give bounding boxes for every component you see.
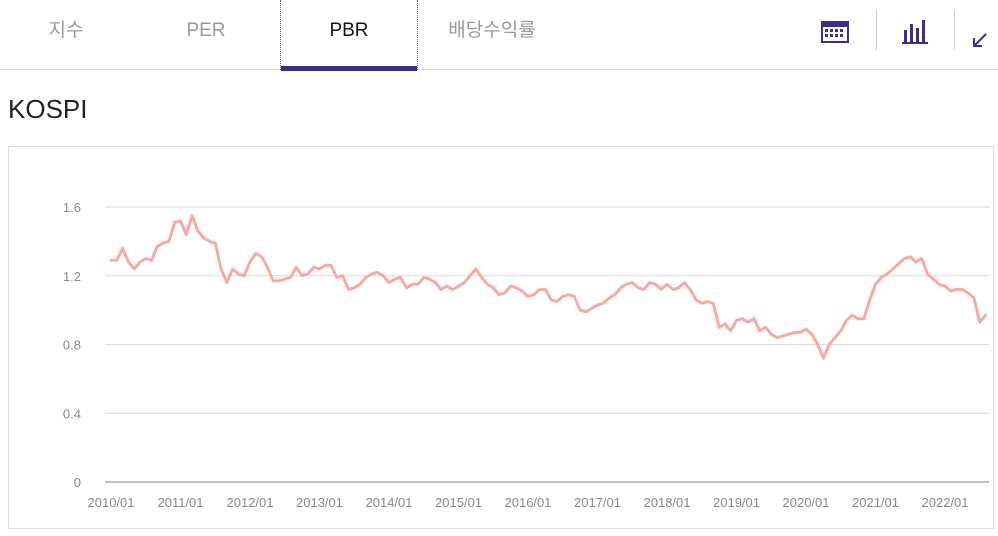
expand-arrow-icon[interactable] <box>966 14 998 50</box>
x-tick-label: 2018/01 <box>644 495 691 510</box>
calendar-icon[interactable] <box>818 14 854 50</box>
y-tick-label: 0 <box>74 475 81 490</box>
bar-chart-icon[interactable] <box>898 14 934 50</box>
tab-dividend-yield[interactable]: 배당수익률 <box>448 20 536 41</box>
x-tick-label: 2011/01 <box>157 495 203 510</box>
tab-bar: 지수 PER PBR 배당수익률 <box>0 0 998 71</box>
series-line-pbr[interactable] <box>109 214 987 360</box>
chart-title: KOSPI <box>8 94 88 124</box>
chart-container: 0 0.4 0.8 1.2 1.6 2010/01 2011/01 2012/01 2013/0… <box>8 146 994 529</box>
x-tick-label: 2019/01 <box>713 495 760 510</box>
toolbar-divider <box>876 10 877 50</box>
x-tick-label: 2020/01 <box>783 495 830 510</box>
x-tick-label: 2022/01 <box>922 495 969 510</box>
x-tick-label: 2014/01 <box>366 495 413 510</box>
x-tick-label: 2013/01 <box>296 495 343 510</box>
y-tick-label: 1.2 <box>63 269 81 284</box>
y-tick-label: 1.6 <box>63 200 81 215</box>
chart-toolbar <box>818 0 998 70</box>
toolbar-divider <box>954 10 955 50</box>
x-tick-label: 2016/01 <box>505 495 552 510</box>
x-tick-label: 2021/01 <box>852 495 899 510</box>
tab-per[interactable]: PER <box>186 20 226 41</box>
x-tick-label: 2015/01 <box>435 495 482 510</box>
x-tick-label: 2012/01 <box>227 495 274 510</box>
x-tick-label: 2010/01 <box>88 495 135 510</box>
pbr-line-chart: 0 0.4 0.8 1.2 1.6 2010/01 2011/01 2012/01 2013/0… <box>63 200 989 510</box>
tab-pbr[interactable]: PBR <box>280 0 418 71</box>
y-tick-label: 0.4 <box>63 406 81 421</box>
tab-index[interactable]: 지수 <box>48 20 84 41</box>
y-tick-label: 0.8 <box>63 338 81 353</box>
x-tick-label: 2017/01 <box>574 495 621 510</box>
